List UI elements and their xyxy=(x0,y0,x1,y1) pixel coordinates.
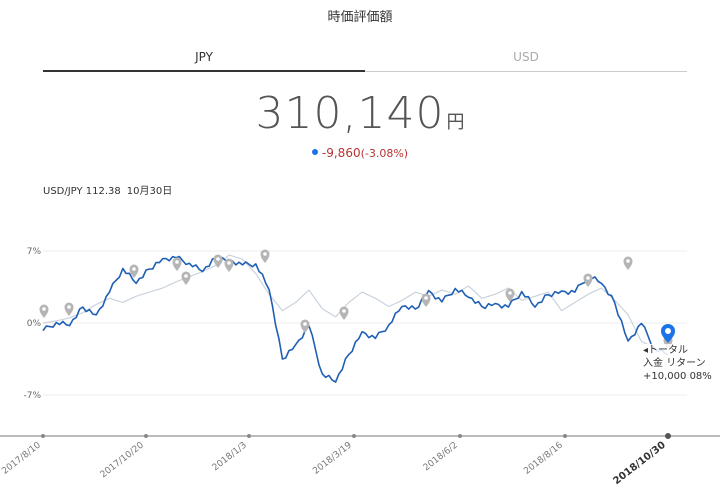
event-marker-icon[interactable] xyxy=(224,258,234,273)
valuation-unit: 円 xyxy=(446,112,465,133)
current-point-icon xyxy=(661,324,675,343)
event-marker-icon[interactable] xyxy=(260,249,270,264)
event-marker-icon[interactable] xyxy=(623,256,633,271)
event-marker-icon[interactable] xyxy=(300,319,310,334)
x-tick-label: 2017/8/10 xyxy=(0,440,43,476)
x-tick-dot xyxy=(41,434,45,438)
change-percent: (-3.08%) xyxy=(360,147,409,160)
tab-jpy[interactable]: JPY xyxy=(43,50,365,72)
change-amount: -9,860 xyxy=(321,146,361,160)
currency-tabs: JPY USD xyxy=(43,50,687,72)
x-tick-label: 2018/10/30 xyxy=(611,440,667,487)
fx-rate-date: 10月30日 xyxy=(126,186,173,197)
change-dot-icon xyxy=(311,149,318,155)
tooltip-total: ◂トータル xyxy=(643,345,689,356)
event-marker-icon[interactable] xyxy=(129,264,139,279)
fx-rate: USD/JPY 112.38 10月30日 xyxy=(43,182,178,197)
event-marker-icon[interactable] xyxy=(505,288,515,303)
x-tick-label: 2018/6/2 xyxy=(422,440,460,473)
event-marker-icon[interactable] xyxy=(64,302,74,317)
event-marker-icon[interactable] xyxy=(213,254,223,269)
event-marker-icon[interactable] xyxy=(583,273,593,288)
valuation-change: -9,860(-3.08%) xyxy=(0,146,720,160)
y-tick-label: -7% xyxy=(23,391,41,401)
x-tick-label: 2018/3/19 xyxy=(311,440,354,476)
valuation-amount: 310,140 円 xyxy=(0,88,720,139)
event-marker-icon[interactable] xyxy=(39,304,49,319)
fx-rate-label: USD/JPY 112.38 xyxy=(43,186,121,197)
x-tick-label: 2018/1/3 xyxy=(211,440,249,473)
y-tick-label: 7% xyxy=(27,247,42,257)
x-tick-dot xyxy=(665,433,671,439)
x-tick-dot xyxy=(352,434,356,438)
tooltip-return: 入金 リターン xyxy=(643,358,706,369)
x-tick-label: 2017/10/20 xyxy=(99,440,146,480)
chart-tooltip: ◂トータル 入金 リターン +10,000 08% xyxy=(643,344,712,383)
y-tick-label: 0% xyxy=(27,319,42,329)
event-marker-icon[interactable] xyxy=(172,257,182,272)
x-tick-dot xyxy=(563,434,567,438)
x-tick-dot xyxy=(458,434,462,438)
event-marker-icon[interactable] xyxy=(421,293,431,308)
tooltip-values: +10,000 08% xyxy=(643,371,712,382)
performance-chart[interactable]: 7% 0% -7% 2017/8/10 2017/10/20 2018/1/3 2018/… xyxy=(0,235,720,491)
x-tick-label: 2018/8/16 xyxy=(522,440,565,476)
event-marker-icon[interactable] xyxy=(181,271,191,286)
valuation-number: 310,140 xyxy=(255,88,445,139)
tab-usd[interactable]: USD xyxy=(365,50,687,72)
x-tick-dot xyxy=(247,434,251,438)
series-line-portfolio xyxy=(42,255,669,383)
series-line-benchmark xyxy=(42,254,669,351)
page-title: 時価評価額 xyxy=(327,10,393,25)
x-tick-dot xyxy=(144,434,148,438)
event-marker-icon[interactable] xyxy=(339,306,349,321)
